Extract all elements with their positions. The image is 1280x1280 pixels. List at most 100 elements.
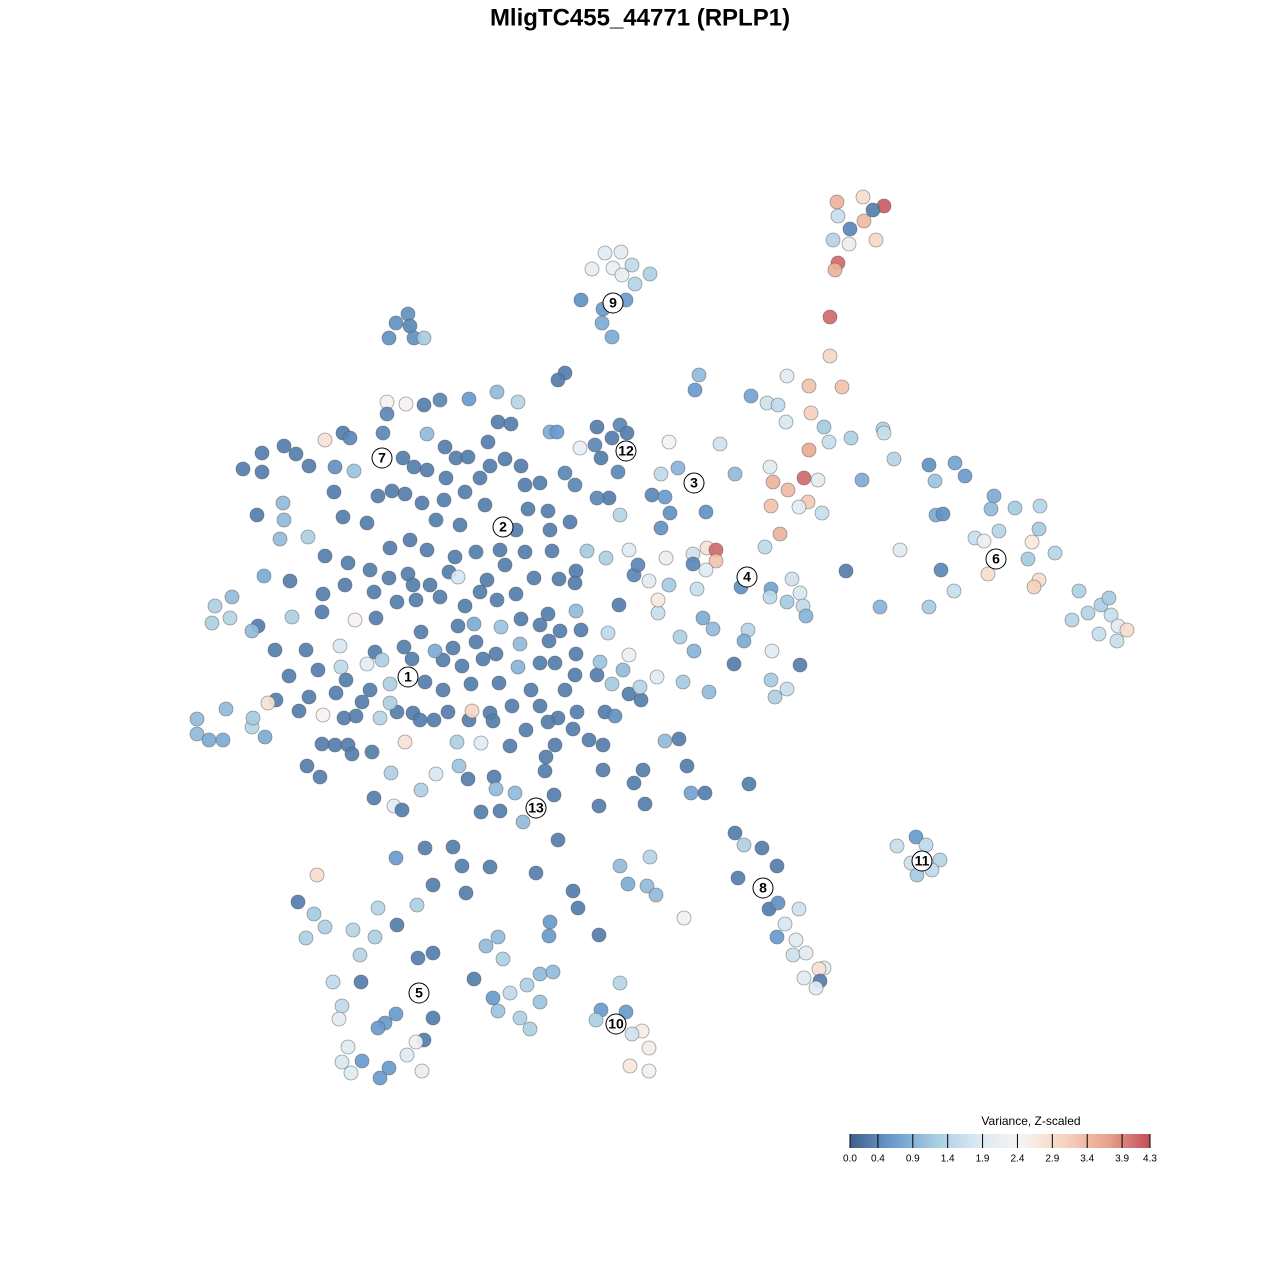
point — [550, 372, 566, 388]
point — [565, 883, 581, 899]
point — [624, 1026, 640, 1042]
colorbar — [850, 1134, 1150, 1148]
point — [532, 475, 548, 491]
point — [290, 894, 306, 910]
point — [299, 758, 315, 774]
point — [562, 514, 578, 530]
cluster-label-text: 13 — [528, 800, 544, 816]
point — [466, 971, 482, 987]
point — [1026, 579, 1042, 595]
point — [675, 674, 691, 690]
point — [648, 887, 664, 903]
point — [449, 734, 465, 750]
point — [540, 606, 556, 622]
point — [546, 787, 562, 803]
point — [370, 488, 386, 504]
point — [362, 562, 378, 578]
point — [257, 729, 273, 745]
cluster-label: 1 — [397, 666, 419, 688]
colorbar-tick-label: 0.0 — [843, 1154, 857, 1165]
point — [517, 477, 533, 493]
point — [419, 462, 435, 478]
point — [333, 659, 349, 675]
point — [540, 503, 556, 519]
point — [621, 686, 637, 702]
point — [613, 244, 629, 260]
point — [779, 681, 795, 697]
point — [653, 466, 669, 482]
point — [454, 658, 470, 674]
point — [347, 612, 363, 628]
point — [834, 379, 850, 395]
point — [397, 486, 413, 502]
point — [557, 465, 573, 481]
point — [701, 684, 717, 700]
point — [399, 1047, 415, 1063]
colorbar-tick-label: 1.9 — [976, 1154, 990, 1165]
point — [512, 1010, 528, 1026]
point — [503, 416, 519, 432]
point — [976, 533, 992, 549]
cluster-label: 3 — [683, 472, 705, 494]
point — [589, 419, 605, 435]
point — [630, 557, 646, 573]
colorbar-tick-label: 2.4 — [1010, 1154, 1024, 1165]
point — [502, 985, 518, 1001]
point — [777, 916, 793, 932]
point — [458, 885, 474, 901]
point — [492, 803, 508, 819]
point — [416, 330, 432, 346]
point — [508, 586, 524, 602]
point — [604, 676, 620, 692]
point — [594, 315, 610, 331]
point — [814, 505, 830, 521]
point — [466, 616, 482, 632]
point — [856, 213, 872, 229]
point — [367, 929, 383, 945]
cluster-label: 7 — [371, 447, 393, 469]
point — [254, 445, 270, 461]
point — [763, 672, 779, 688]
point — [593, 450, 609, 466]
point — [587, 437, 603, 453]
cluster-label-text: 2 — [499, 519, 507, 535]
point — [497, 451, 513, 467]
point — [281, 668, 297, 684]
point — [314, 736, 330, 752]
point — [513, 458, 529, 474]
point — [670, 460, 686, 476]
point — [493, 619, 509, 635]
point — [362, 682, 378, 698]
point — [432, 392, 448, 408]
point — [573, 292, 589, 308]
cluster-label-text: 5 — [415, 985, 423, 1001]
point — [207, 598, 223, 614]
point — [892, 542, 908, 558]
point — [366, 790, 382, 806]
cluster-label-badge — [615, 440, 637, 462]
point — [764, 643, 780, 659]
point — [779, 368, 795, 384]
point — [607, 708, 623, 724]
point — [838, 563, 854, 579]
point — [473, 804, 489, 820]
point — [502, 738, 518, 754]
point — [679, 758, 695, 774]
point — [435, 682, 451, 698]
point — [428, 766, 444, 782]
point — [427, 643, 443, 659]
point — [872, 599, 888, 615]
point — [600, 625, 616, 641]
point — [468, 634, 484, 650]
point — [222, 610, 238, 626]
colorbar-tick-label: 0.4 — [871, 1154, 885, 1165]
point — [792, 657, 808, 673]
point — [532, 966, 548, 982]
point — [639, 878, 655, 894]
point — [854, 472, 870, 488]
cluster-label: 13 — [525, 797, 547, 819]
point — [792, 585, 808, 601]
point — [381, 570, 397, 586]
point — [547, 655, 563, 671]
point — [542, 522, 558, 538]
